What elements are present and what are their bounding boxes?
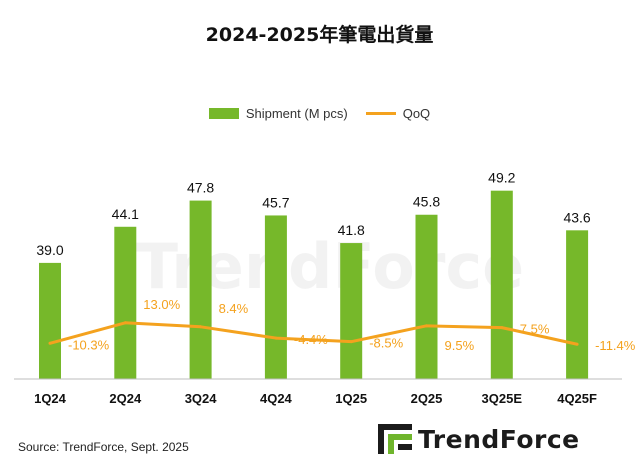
qoq-value-label: 8.4%	[219, 301, 249, 316]
qoq-value-label: 7.5%	[520, 322, 550, 337]
bar-4Q24	[264, 215, 287, 379]
x-tick-label: 4Q24	[260, 391, 293, 406]
x-tick-label: 2Q24	[109, 391, 142, 406]
qoq-point	[425, 324, 428, 328]
legend-swatch-qoq	[365, 112, 396, 115]
bar-3Q25E	[490, 190, 513, 379]
x-tick-label: 3Q24	[185, 391, 218, 406]
chart-title: 2024-2025年筆電出貨量	[205, 24, 434, 46]
bar-value-label: 49.2	[488, 170, 515, 186]
bar-1Q25	[340, 243, 363, 379]
bar-2Q25	[415, 214, 438, 379]
trendforce-logo-text: TrendForce	[418, 424, 580, 454]
bar-1Q24	[39, 262, 61, 379]
x-tick-label: 2Q25	[411, 391, 443, 406]
qoq-value-label: -8.5%	[369, 336, 403, 351]
qoq-value-label: -10.3%	[68, 337, 110, 352]
qoq-point	[349, 340, 353, 344]
qoq-value-label: -11.4%	[595, 338, 636, 353]
bar-4Q25F	[566, 230, 589, 379]
qoq-point	[123, 321, 127, 325]
qoq-point	[48, 341, 52, 345]
bar-value-label: 47.8	[187, 180, 214, 196]
qoq-value-label: 9.5%	[445, 338, 475, 353]
trendforce-logo-icon	[378, 424, 412, 454]
bar-value-label: 41.8	[338, 222, 365, 238]
bar-value-label: 44.1	[112, 206, 139, 222]
legend-label-qoq: QoQ	[402, 106, 431, 121]
qoq-point	[274, 336, 278, 340]
source-note: Source: TrendForce, Sept. 2025	[18, 440, 189, 454]
x-tick-label: 1Q25	[335, 391, 367, 406]
qoq-point	[500, 326, 504, 330]
bar-value-label: 39.0	[36, 242, 63, 258]
legend-label-shipment: Shipment (M pcs)	[245, 106, 348, 121]
legend: Shipment (M pcs) QoQ	[0, 106, 639, 121]
qoq-line	[49, 321, 578, 346]
bar-2Q24	[114, 226, 137, 379]
bar-value-label: 43.6	[563, 209, 590, 225]
legend-swatch-shipment	[208, 108, 239, 119]
bar-3Q24	[189, 200, 212, 379]
qoq-value-label: 13.0%	[143, 297, 180, 312]
bar-value-label: 45.7	[262, 194, 289, 210]
trendforce-logo: TrendForce	[378, 424, 580, 454]
qoq-point	[199, 325, 203, 329]
x-tick-label: 4Q25F	[557, 391, 597, 406]
x-tick-label: 3Q25E	[482, 391, 523, 406]
x-tick-label: 1Q24	[34, 391, 67, 406]
qoq-value-label: -4.4%	[294, 332, 328, 347]
legend-item-shipment: Shipment (M pcs)	[208, 106, 348, 121]
bar-value-label: 45.8	[413, 194, 440, 210]
qoq-point	[575, 342, 579, 346]
legend-item-qoq: QoQ	[365, 106, 431, 121]
